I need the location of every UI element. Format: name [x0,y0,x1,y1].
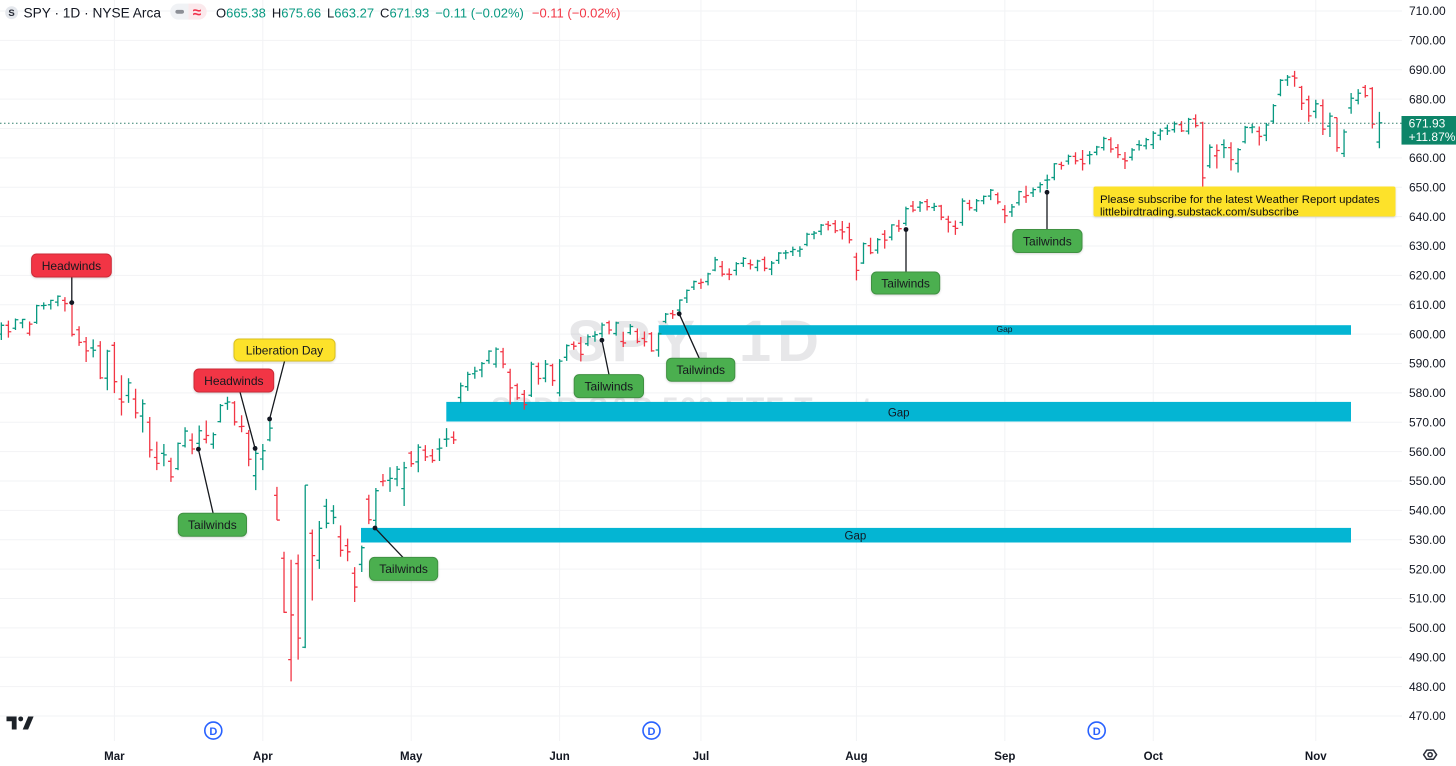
svg-text:650.00: 650.00 [1409,180,1446,194]
svg-text:560.00: 560.00 [1409,445,1446,459]
svg-text:590.00: 590.00 [1409,357,1446,371]
svg-text:Tailwinds: Tailwinds [188,518,237,532]
svg-text:Jun: Jun [549,751,569,763]
svg-text:470.00: 470.00 [1409,709,1446,723]
svg-text:Liberation Day: Liberation Day [246,343,323,357]
svg-text:Apr: Apr [253,751,273,763]
svg-text:Aug: Aug [845,751,867,763]
svg-text:660.00: 660.00 [1409,151,1446,165]
svg-text:530.00: 530.00 [1409,533,1446,547]
svg-text:510.00: 510.00 [1409,592,1446,606]
svg-text:Please subscribe for the lates: Please subscribe for the latest Weather … [1100,194,1380,206]
svg-text:Nov: Nov [1305,751,1327,763]
svg-text:D: D [1093,726,1101,738]
svg-text:620.00: 620.00 [1409,269,1446,283]
svg-text:640.00: 640.00 [1409,210,1446,224]
svg-text:Mar: Mar [104,751,125,763]
svg-text:550.00: 550.00 [1409,474,1446,488]
svg-text:Gap: Gap [888,407,910,419]
svg-text:630.00: 630.00 [1409,239,1446,253]
svg-text:520.00: 520.00 [1409,562,1446,576]
svg-text:Jul: Jul [693,751,710,763]
svg-text:500.00: 500.00 [1409,621,1446,635]
svg-text:600.00: 600.00 [1409,327,1446,341]
svg-text:Oct: Oct [1144,751,1163,763]
svg-text:D: D [209,726,217,738]
svg-text:Sep: Sep [994,751,1015,763]
svg-text:490.00: 490.00 [1409,650,1446,664]
svg-text:D: D [648,726,656,738]
svg-text:Gap: Gap [845,531,867,543]
svg-text:Tailwinds: Tailwinds [585,379,634,393]
svg-text:Headwinds: Headwinds [42,259,101,273]
svg-text:570.00: 570.00 [1409,415,1446,429]
svg-text:S: S [8,8,14,19]
svg-text:540.00: 540.00 [1409,504,1446,518]
svg-text:+11.87%: +11.87% [1409,130,1456,144]
svg-text:littlebirdtrading.substack.com: littlebirdtrading.substack.com/subscribe [1100,206,1299,218]
svg-text:Tailwinds: Tailwinds [1023,234,1072,248]
svg-text:671.93: 671.93 [1409,117,1446,131]
svg-text:690.00: 690.00 [1409,63,1446,77]
svg-text:710.00: 710.00 [1409,4,1446,18]
svg-text:Tailwinds: Tailwinds [881,276,930,290]
svg-text:Tailwinds: Tailwinds [676,363,725,377]
svg-text:Tailwinds: Tailwinds [379,562,428,576]
svg-text:480.00: 480.00 [1409,680,1446,694]
svg-text:Gap: Gap [996,324,1012,334]
svg-text:May: May [400,751,423,763]
svg-text:Headwinds: Headwinds [204,374,263,388]
svg-text:≈: ≈ [193,5,202,22]
svg-text:SPY · 1D · NYSE Arca: SPY · 1D · NYSE Arca [24,6,162,21]
svg-text:580.00: 580.00 [1409,386,1446,400]
svg-text:680.00: 680.00 [1409,92,1446,106]
svg-text:700.00: 700.00 [1409,34,1446,48]
svg-text:610.00: 610.00 [1409,298,1446,312]
